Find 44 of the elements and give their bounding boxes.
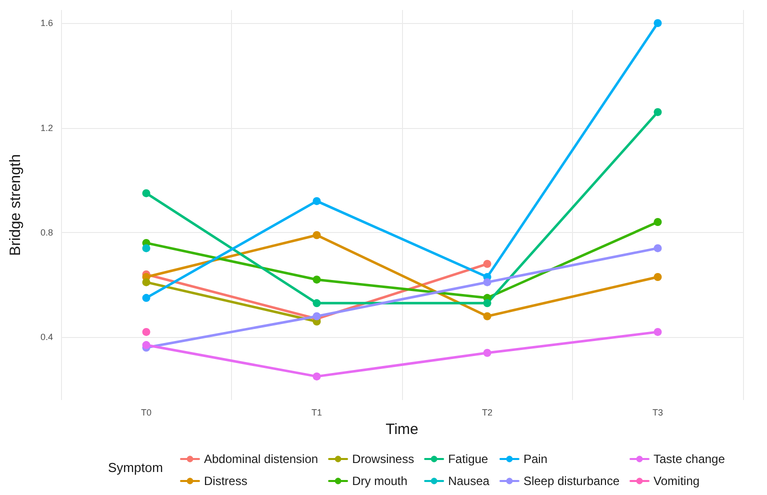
point: [654, 244, 662, 252]
legend-title: Symptom: [108, 460, 163, 475]
point: [654, 218, 662, 226]
point: [483, 260, 492, 268]
legend-label: Taste change: [654, 452, 726, 466]
y-tick-label: 1.6: [40, 18, 53, 28]
x-tick-label: T0: [140, 408, 152, 418]
point: [312, 231, 321, 240]
point: [142, 328, 150, 336]
point: [654, 108, 662, 116]
point: [312, 276, 321, 284]
x-tick-label: T2: [482, 408, 493, 418]
point: [142, 244, 150, 252]
legend-label: Fatigue: [448, 452, 488, 466]
legend-label: Nausea: [448, 474, 490, 488]
point: [312, 299, 321, 308]
x-tick-label: T1: [311, 408, 322, 418]
point: [483, 278, 492, 286]
legend-label: Pain: [523, 452, 548, 466]
point: [483, 348, 492, 357]
point: [654, 19, 662, 28]
point: [654, 272, 662, 281]
point: [142, 189, 150, 198]
point: [483, 299, 492, 308]
legend-label: Vomiting: [654, 474, 700, 488]
y-tick-label: 0.8: [40, 227, 53, 238]
x-tick-label: T3: [652, 408, 664, 418]
y-tick-label: 1.2: [40, 122, 53, 133]
point: [312, 312, 321, 320]
point: [142, 278, 150, 286]
point: [142, 294, 150, 302]
legend-label: Dry mouth: [352, 474, 408, 488]
legend-label: Sleep disturbance: [523, 474, 620, 488]
x-axis-title: Time: [386, 420, 418, 438]
y-tick-label: 0.4: [40, 332, 53, 342]
point: [483, 312, 492, 320]
legend-label: Distress: [204, 474, 248, 488]
point: [142, 341, 150, 350]
point: [312, 197, 321, 206]
point: [312, 372, 321, 380]
legend-label: Abdominal distension: [204, 452, 318, 466]
legend-label: Drowsiness: [352, 452, 414, 466]
point: [654, 328, 662, 336]
y-axis-title: Bridge strength: [7, 154, 24, 256]
